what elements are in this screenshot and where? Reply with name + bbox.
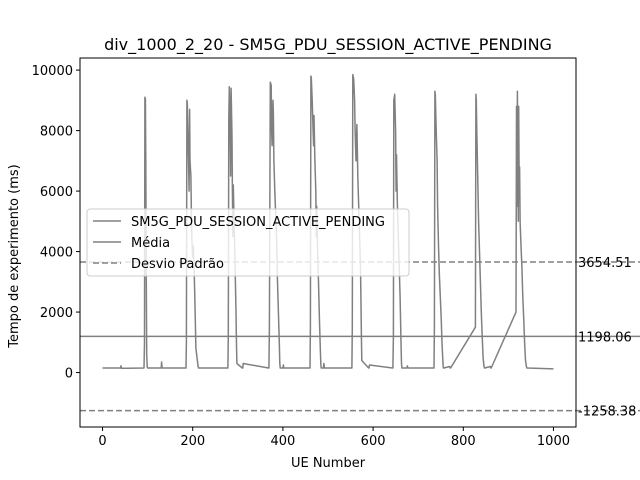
x-tick-label: 800	[451, 434, 476, 449]
x-tick-label: 1000	[537, 434, 570, 449]
legend-box	[86, 208, 410, 277]
y-tick-label: 2000	[40, 306, 73, 321]
annotation-label: -1258.38	[578, 405, 636, 420]
annotation-label: 3654.51	[578, 256, 632, 271]
x-tick-label: 0	[98, 434, 106, 449]
y-tick-label: 8000	[40, 125, 73, 140]
axes-frame	[79, 57, 577, 428]
x-axis-label: UE Number	[291, 456, 366, 471]
y-tick-label: 4000	[40, 246, 73, 261]
x-tick-label: 200	[180, 434, 205, 449]
x-tick-label: 600	[361, 434, 386, 449]
line-annotations: 3654.51 1198.06 -1258.38	[578, 256, 636, 420]
y-tick-label: 6000	[40, 185, 73, 200]
series-line-sm5g-pdu-session	[102, 73, 554, 370]
x-tick-label: 400	[270, 434, 295, 449]
legend-label: Média	[131, 236, 170, 251]
annotation-label: 1198.06	[578, 330, 632, 345]
legend-label: Desvio Padrão	[131, 257, 224, 272]
y-tick-label: 0	[65, 367, 73, 382]
legend: SM5G_PDU_SESSION_ACTIVE_PENDING Média Desv…	[86, 208, 410, 277]
legend-label: SM5G_PDU_SESSION_ACTIVE_PENDING	[131, 215, 385, 230]
y-axis-label: Tempo de experimento (ms)	[7, 164, 22, 348]
chart-title: div_1000_2_20 - SM5G_PDU_SESSION_ACTIVE_…	[104, 35, 552, 55]
y-tick-label: 10000	[32, 64, 73, 79]
